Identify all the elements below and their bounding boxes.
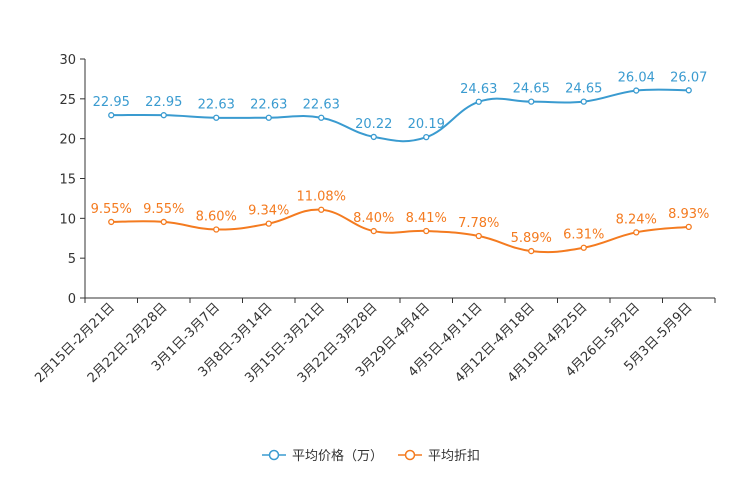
y-tick-label: 0 xyxy=(68,292,76,307)
y-tick-label: 5 xyxy=(68,252,76,267)
data-label: 22.63 xyxy=(250,98,287,113)
data-point[interactable] xyxy=(528,98,535,105)
data-label: 9.34% xyxy=(248,204,289,219)
data-point[interactable] xyxy=(160,218,167,226)
data-point[interactable] xyxy=(318,206,325,213)
series-line xyxy=(111,88,689,143)
data-point[interactable] xyxy=(265,114,272,121)
data-label: 8.24% xyxy=(616,212,657,227)
series-layer: 22.95 22.95 22.63 22.63 22.63 20.22 20.19 24.63… xyxy=(91,70,709,255)
data-point[interactable] xyxy=(423,134,430,141)
data-label: 22.95 xyxy=(93,95,130,110)
data-label: 20.22 xyxy=(355,117,392,132)
data-point[interactable] xyxy=(475,232,482,240)
data-point[interactable] xyxy=(423,227,430,235)
data-point[interactable] xyxy=(633,87,640,94)
data-label: 26.04 xyxy=(618,71,655,86)
data-point[interactable] xyxy=(213,226,220,233)
data-point[interactable] xyxy=(685,87,692,94)
data-label: 8.41% xyxy=(406,211,447,226)
data-point[interactable] xyxy=(580,244,587,251)
legend[interactable]: 平均价格（万） 平均折扣 xyxy=(262,448,480,464)
data-point[interactable] xyxy=(633,229,640,236)
data-point[interactable] xyxy=(108,218,115,226)
data-label: 9.55% xyxy=(91,202,132,217)
data-label: 6.31% xyxy=(563,228,604,243)
y-tick-label: 30 xyxy=(59,53,76,68)
legend-item-1[interactable]: 平均价格（万） xyxy=(262,448,383,464)
data-label: 22.63 xyxy=(198,98,235,113)
y-tick-label: 10 xyxy=(59,212,76,227)
data-label: 26.07 xyxy=(670,70,707,85)
data-label: 9.55% xyxy=(143,202,184,217)
data-point[interactable] xyxy=(160,112,167,119)
y-tick-label: 15 xyxy=(59,173,76,188)
data-point[interactable] xyxy=(370,133,377,141)
y-tick-label: 25 xyxy=(59,93,76,108)
legend-marker-icon xyxy=(404,449,416,461)
data-label: 8.40% xyxy=(353,211,394,226)
data-point[interactable] xyxy=(213,114,220,121)
data-point[interactable] xyxy=(685,223,692,231)
data-point[interactable] xyxy=(528,247,535,255)
data-label: 22.95 xyxy=(145,95,182,110)
data-label: 24.63 xyxy=(460,82,497,97)
legend-label: 平均价格（万） xyxy=(292,448,383,464)
data-label: 8.60% xyxy=(196,209,237,224)
series-1: 22.95 22.95 22.63 22.63 22.63 20.22 20.19 24.63… xyxy=(93,70,707,143)
data-label: 24.65 xyxy=(513,82,550,97)
data-label: 7.78% xyxy=(458,216,499,231)
legend-marker-icon xyxy=(268,449,280,461)
data-label: 22.63 xyxy=(303,98,340,113)
data-label: 5.89% xyxy=(511,231,552,246)
y-tick-label: 20 xyxy=(59,133,76,148)
data-label: 8.93% xyxy=(668,207,709,222)
data-point[interactable] xyxy=(370,227,377,235)
series-line xyxy=(111,208,689,254)
data-label: 11.08% xyxy=(296,190,346,205)
data-point[interactable] xyxy=(265,220,272,227)
data-point[interactable] xyxy=(318,114,325,121)
legend-label: 平均折扣 xyxy=(428,449,480,464)
legend-item-2[interactable]: 平均折扣 xyxy=(398,449,480,464)
data-point[interactable] xyxy=(475,98,482,105)
data-point[interactable] xyxy=(108,112,115,119)
data-point[interactable] xyxy=(580,98,587,105)
data-label: 20.19 xyxy=(408,117,445,132)
series-2: 9.55% 9.55% 8.60% 9.34% 11.08% 8.40% 8.41% 7.78… xyxy=(91,190,709,255)
data-label: 24.65 xyxy=(565,82,602,97)
